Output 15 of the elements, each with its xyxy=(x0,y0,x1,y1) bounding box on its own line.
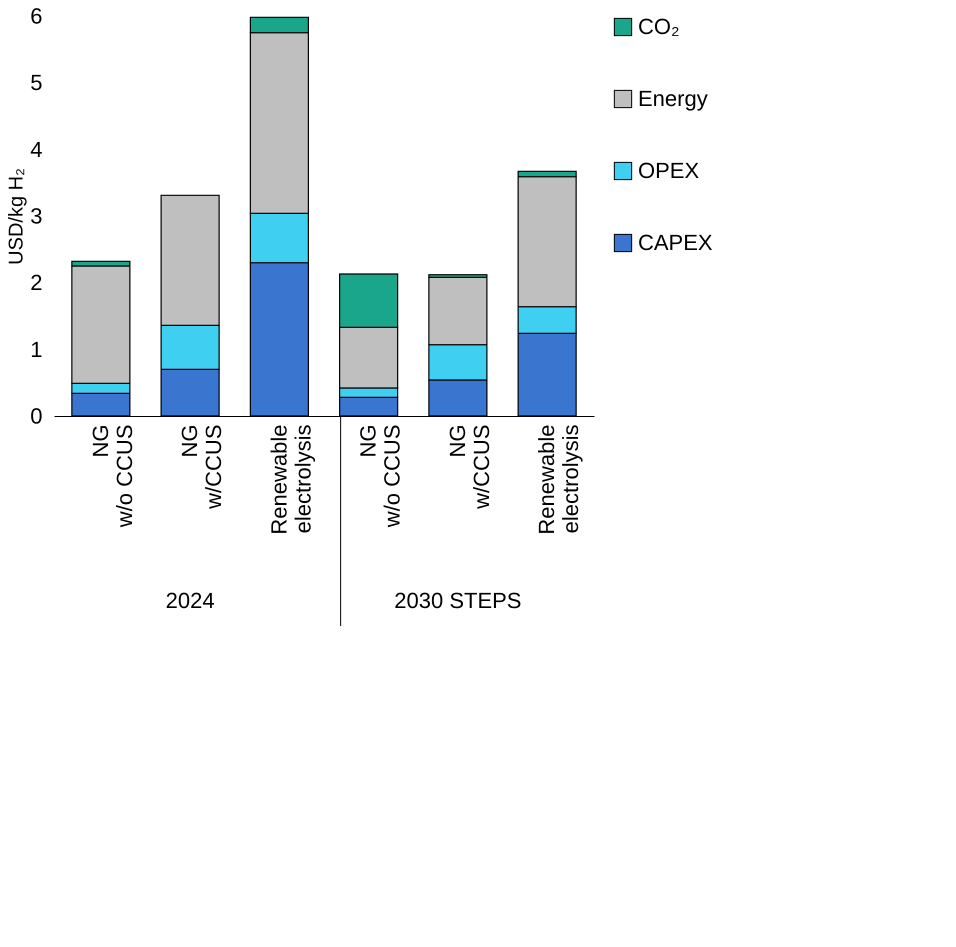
legend-label: CAPEX xyxy=(638,230,713,255)
legend-label: OPEX xyxy=(638,158,700,183)
y-tick-label: 2 xyxy=(30,270,42,296)
x-tick-label: NG w/o CCUS xyxy=(88,424,137,528)
y-tick-label: 4 xyxy=(30,136,42,162)
y-tick-label: 1 xyxy=(30,336,42,362)
y-tick-label: 3 xyxy=(30,204,42,228)
y-tick-label: 0 xyxy=(30,404,42,428)
y-tick-label: 5 xyxy=(30,70,42,96)
legend-label: CO₂ xyxy=(638,14,680,39)
text: 2030 STEPS xyxy=(394,588,522,613)
y-tick-label: 6 xyxy=(30,4,42,28)
y-axis-title: USD/kg H₂ xyxy=(5,168,28,265)
text: 2024 xyxy=(166,588,215,613)
legend-label: Energy xyxy=(638,86,708,111)
